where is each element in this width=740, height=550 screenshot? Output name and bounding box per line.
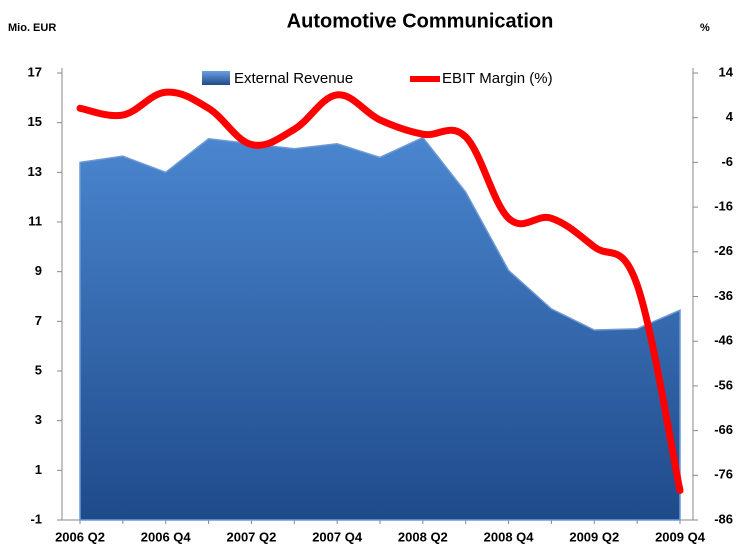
y-tick-label: 17 [28,64,42,79]
y2-tick-label: -36 [714,288,733,303]
y2-tick-label: -66 [714,422,733,437]
legend-swatch [202,71,230,85]
x-tick-label: 2006 Q4 [141,529,192,544]
y-tick-label: 15 [28,114,42,129]
line [76,88,684,494]
legend-label: External Revenue [234,70,353,87]
y2-tick-label: -86 [714,511,733,526]
y2-tick-label: 14 [719,64,734,79]
y-tick-label: 1 [35,462,42,477]
y2-tick-label: -26 [714,243,733,258]
y-tick-label: 11 [28,213,42,228]
x-tick-label: 2007 Q4 [312,529,363,544]
y2-tick-label: -76 [714,467,733,482]
x-tick-label: 2008 Q2 [398,529,448,544]
y2-tick-label: -46 [714,333,733,348]
y-tick-label: -1 [30,511,42,526]
y-tick-label: 5 [35,362,42,377]
x-tick-label: 2008 Q4 [484,529,535,544]
y-tick-label: 9 [35,263,42,278]
y2-tick-label: 4 [726,109,734,124]
area [79,136,681,521]
y-axis-label: Mio. EUR [8,22,56,34]
y-tick-label: 7 [35,313,42,328]
y-tick-label: 3 [35,412,42,427]
y2-tick-label: -16 [714,199,733,214]
y2-axis-label: % [700,22,710,34]
x-tick-label: 2009 Q4 [655,529,706,544]
plot: -11357911131517-86-76-66-56-46-36-26-16-… [28,64,734,544]
x-tick-label: 2009 Q2 [569,529,619,544]
x-tick-label: 2007 Q2 [226,529,276,544]
legend-label: EBIT Margin (%) [442,70,553,87]
y2-tick-label: -6 [721,154,733,169]
x-tick-label: 2006 Q2 [55,529,105,544]
y-tick-label: 13 [28,164,42,179]
y2-tick-label: -56 [714,377,733,392]
chart-title: Automotive Communication [287,10,554,32]
